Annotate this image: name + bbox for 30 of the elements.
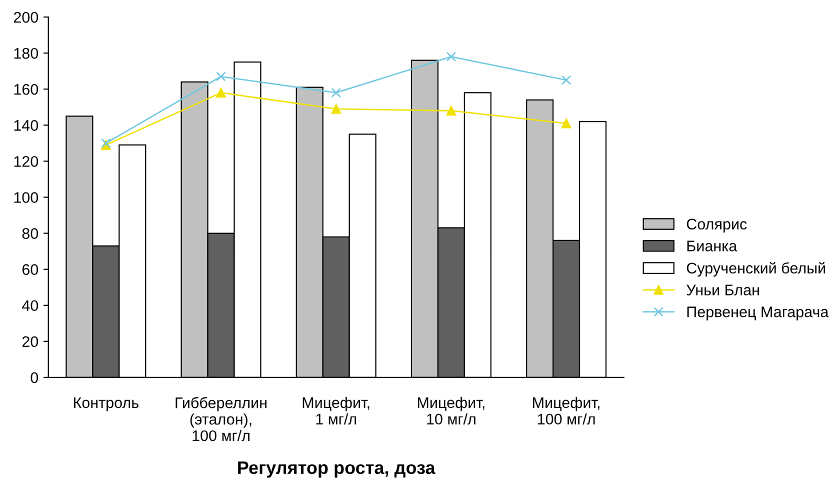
legend-label: Уньи Блан bbox=[686, 284, 759, 296]
x-tick-label: Мицефит, 10 мг/л bbox=[418, 396, 484, 425]
x-tick-label: Гиббереллин (эталон), 100 мг/л bbox=[176, 396, 266, 442]
point bbox=[216, 72, 226, 82]
y-tick-label: 20 bbox=[22, 336, 38, 348]
x-axis-title: Регулятор роста, доза bbox=[238, 461, 436, 478]
legend-label: Бианка bbox=[687, 240, 738, 252]
x-tick-label: Контроль bbox=[74, 397, 138, 412]
y-tick-label: 180 bbox=[14, 48, 38, 59]
y-tick-label: 40 bbox=[22, 300, 38, 312]
point bbox=[446, 52, 456, 62]
y-tick-label: 160 bbox=[14, 84, 38, 95]
y-tick-label: 140 bbox=[14, 120, 38, 131]
y-tick-label: 120 bbox=[14, 156, 38, 167]
point bbox=[446, 106, 456, 116]
legend-label: Сурученский белый bbox=[686, 262, 826, 277]
legend-label: Первенец Магарача bbox=[687, 306, 829, 320]
point bbox=[561, 118, 572, 128]
y-tick-label: 0 bbox=[30, 372, 38, 384]
point bbox=[216, 88, 226, 98]
y-tick-label: 200 bbox=[14, 12, 38, 23]
point bbox=[331, 104, 341, 114]
x-tick-label: Мицефит, 100 мг/л bbox=[533, 396, 600, 425]
x-tick-label: Мицефит, 1 мг/л bbox=[302, 396, 370, 425]
y-tick-label: 80 bbox=[22, 228, 38, 239]
point bbox=[561, 75, 572, 85]
point bbox=[331, 88, 341, 98]
y-tick-label: 60 bbox=[22, 264, 38, 275]
y-tick-label: 100 bbox=[14, 192, 38, 203]
legend-label: Солярис bbox=[686, 218, 747, 233]
